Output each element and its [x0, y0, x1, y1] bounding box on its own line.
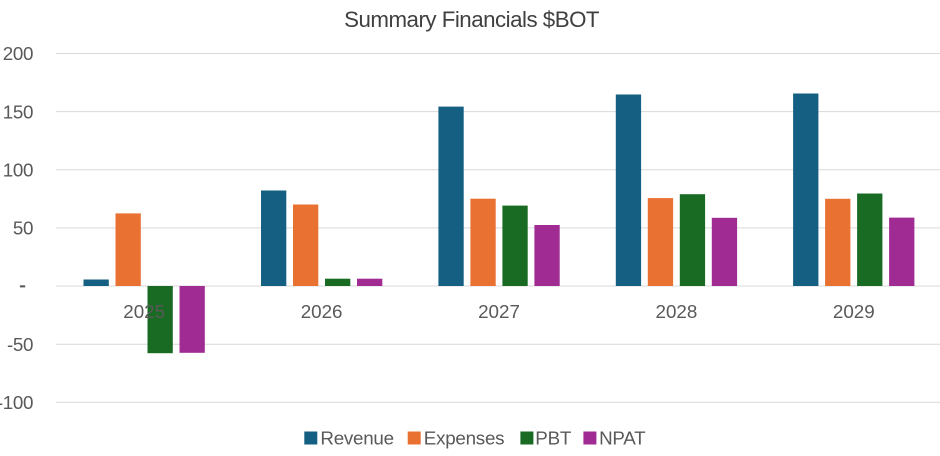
svg-text:100: 100	[3, 160, 33, 181]
svg-text:Expenses: Expenses	[424, 427, 504, 448]
svg-text:PBT: PBT	[535, 427, 572, 448]
svg-text:2029: 2029	[833, 301, 875, 322]
svg-text:NPAT: NPAT	[599, 427, 646, 448]
svg-text:2026: 2026	[301, 301, 343, 322]
svg-text:-50: -50	[7, 334, 33, 355]
svg-text:2025: 2025	[123, 301, 165, 322]
svg-text:200: 200	[3, 43, 33, 64]
svg-text:Revenue: Revenue	[320, 427, 393, 448]
svg-text:Summary Financials $BOT: Summary Financials $BOT	[344, 7, 600, 32]
svg-text:2028: 2028	[656, 301, 698, 322]
svg-text:-100: -100	[0, 392, 33, 413]
svg-text:50: 50	[13, 218, 33, 239]
svg-text:2027: 2027	[478, 301, 520, 322]
svg-text:150: 150	[3, 101, 33, 122]
